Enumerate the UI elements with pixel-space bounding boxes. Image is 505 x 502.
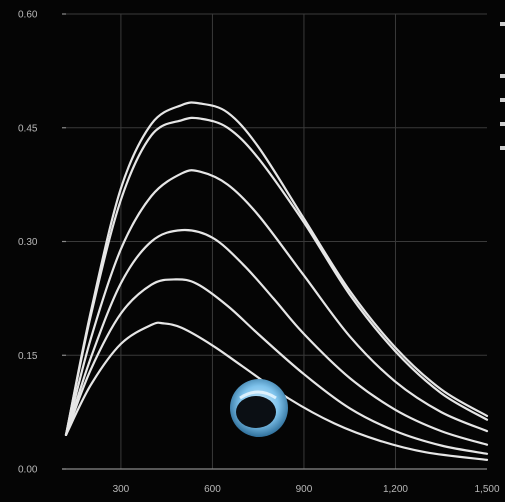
y-tick-label: 0.30 [18, 237, 38, 248]
x-tick-label: 300 [113, 484, 130, 495]
gridlines [66, 13, 487, 469]
series-line-6 [64, 321, 489, 461]
y-tick-label: 0.45 [18, 123, 38, 134]
x-tick-label: 900 [296, 484, 313, 495]
axes [62, 13, 487, 470]
x-tick-label: 1,500 [474, 484, 499, 495]
y-tick-label: 0.00 [18, 465, 38, 476]
y-tick-label: 0.15 [18, 351, 38, 362]
series-line-4 [64, 228, 489, 446]
x-tick-label: 600 [204, 484, 221, 495]
series-line-2 [64, 116, 489, 436]
circle-overlay-icon [230, 379, 288, 437]
y-tick-label: 0.60 [18, 10, 38, 21]
series-line-1 [64, 101, 489, 436]
series-lines [64, 101, 489, 461]
series-line-5 [64, 278, 489, 455]
x-tick-label: 1,200 [383, 484, 408, 495]
tick-labels: 0.00 0.15 0.30 0.45 0.60 300 600 900 1,200 1,500 [18, 10, 500, 496]
right-edge-marks [500, 22, 505, 150]
series-line-3 [64, 169, 489, 436]
